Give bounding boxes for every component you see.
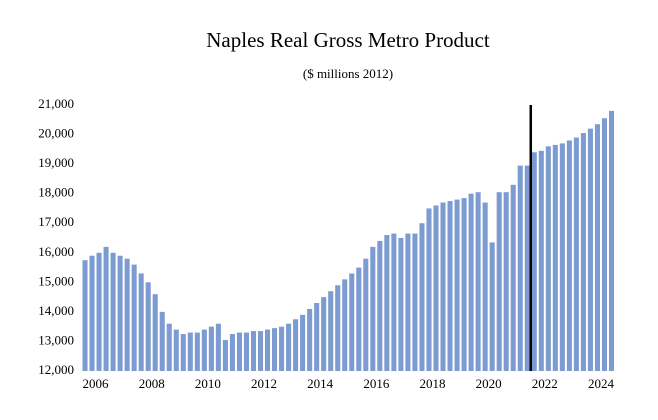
bar [208,326,214,371]
y-tick-label: 19,000 [38,155,74,170]
bar [321,297,327,371]
bar [279,326,285,371]
bar [594,124,600,371]
bar [419,223,425,371]
y-tick-label: 13,000 [38,332,74,347]
bar [482,202,488,371]
bar [307,308,313,371]
bar [243,332,249,371]
bar [552,144,558,371]
y-tick-label: 12,000 [38,362,74,377]
x-tick-label: 2020 [476,376,502,391]
y-tick-label: 14,000 [38,303,74,318]
x-tick-label: 2014 [307,376,334,391]
bar [300,314,306,371]
bar [257,331,264,371]
bar [608,110,615,372]
bar [96,252,102,371]
bar [166,323,172,371]
bar [398,238,404,371]
bar [117,255,123,371]
bar [314,303,320,371]
bar [580,133,586,371]
bar [524,165,530,371]
bar [384,235,390,371]
x-tick-label: 2024 [588,376,615,391]
bar [566,140,572,371]
bar [194,332,200,371]
bar [496,192,502,371]
bar [180,334,186,371]
chart-subtitle: ($ millions 2012) [303,66,393,81]
bar [272,328,278,371]
bar [447,201,453,371]
bar [110,252,116,371]
bar [349,273,355,371]
bar [461,198,467,371]
bar [124,258,130,371]
bar [187,332,193,371]
x-tick-label: 2022 [532,376,558,391]
bar [391,233,397,371]
bar [152,294,158,371]
bar [328,291,334,371]
bar [229,334,235,371]
bar [145,282,151,371]
x-tick-label: 2010 [195,376,221,391]
bar [82,260,88,371]
y-tick-label: 20,000 [38,126,74,141]
bar [510,184,516,371]
bar [201,329,207,371]
bar [250,331,257,371]
y-tick-label: 16,000 [38,244,74,259]
bar [363,258,369,371]
y-tick-label: 17,000 [38,214,74,229]
bar [222,339,228,371]
bar [475,192,481,371]
bar [601,118,607,371]
bar [138,273,144,371]
chart-title: Naples Real Gross Metro Product [206,28,490,52]
bar [335,285,341,371]
bar [159,311,165,371]
bar [173,329,179,371]
y-tick-label: 18,000 [38,185,74,200]
bar [433,205,439,371]
bar [573,137,579,371]
bar [215,323,221,371]
x-tick-label: 2016 [363,376,390,391]
bar [264,329,271,371]
bar [286,323,292,371]
bar [545,146,551,371]
bar [356,267,362,371]
bar [489,242,495,371]
bar [236,332,242,371]
bar [538,150,544,371]
bar [89,255,95,371]
bar [587,128,593,371]
bar [517,165,523,371]
bar [468,193,474,371]
y-tick-label: 21,000 [38,96,74,111]
y-tick-label: 15,000 [38,273,74,288]
bar [440,202,446,371]
bar [412,233,418,371]
bar [131,264,137,371]
bar [342,279,348,371]
x-tick-label: 2006 [83,376,110,391]
bar [559,143,565,371]
bar [293,319,299,371]
x-tick-label: 2012 [251,376,277,391]
bar [377,240,383,371]
bar [370,246,376,371]
bar [405,233,411,371]
x-tick-label: 2008 [139,376,165,391]
bar [531,152,537,371]
bar [103,246,109,371]
bar [426,208,432,371]
x-tick-label: 2018 [419,376,445,391]
bar [454,199,460,371]
bar [503,192,509,371]
